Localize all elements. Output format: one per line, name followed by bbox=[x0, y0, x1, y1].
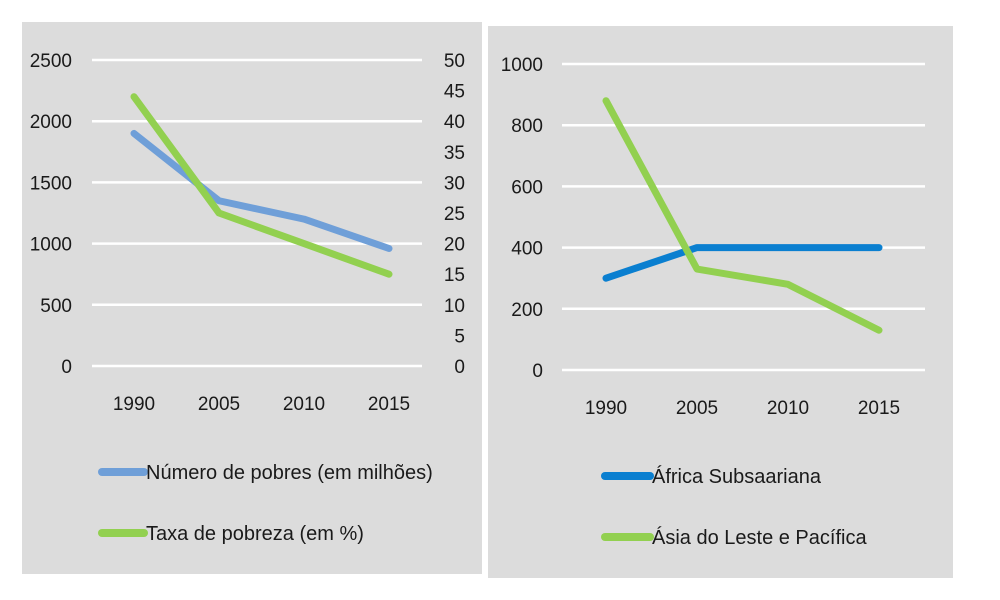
left-chart-y-tick-label: 0 bbox=[61, 357, 72, 378]
left-chart-x-tick-label: 2015 bbox=[368, 394, 410, 415]
left-chart-x-tick-label: 2010 bbox=[283, 394, 325, 415]
right-chart-panel bbox=[488, 26, 953, 578]
right-chart-x-tick-label: 2010 bbox=[767, 398, 809, 419]
left-chart-y-tick-label: 1500 bbox=[30, 173, 72, 194]
left-chart-y-tick-label: 2500 bbox=[30, 51, 72, 72]
left-chart-y2-tick-label: 5 bbox=[454, 326, 465, 347]
left-chart-series-line-2 bbox=[130, 93, 393, 278]
left-chart-series-line-1 bbox=[130, 129, 393, 252]
right-chart-x-tick-label: 2005 bbox=[676, 398, 718, 419]
left-chart-y2-tick-label: 40 bbox=[444, 112, 465, 133]
left-chart-x-tick-label: 1990 bbox=[113, 394, 155, 415]
right-chart-series-line-1 bbox=[602, 244, 883, 282]
left-chart-y-tick-label: 500 bbox=[40, 296, 72, 317]
left-chart-y2-tick-label: 0 bbox=[454, 357, 465, 378]
left-chart-y2-tick-label: 15 bbox=[444, 265, 465, 286]
right-chart-y-tick-label: 1000 bbox=[501, 55, 543, 76]
left-chart-x-tick-label: 2005 bbox=[198, 394, 240, 415]
left-chart-legend-label-1: Número de pobres (em milhões) bbox=[146, 462, 433, 484]
right-chart-x-tick-label: 2015 bbox=[858, 398, 900, 419]
right-chart-y-tick-label: 200 bbox=[511, 300, 543, 321]
left-chart-y2-tick-label: 50 bbox=[444, 51, 465, 72]
left-chart-y2-tick-label: 30 bbox=[444, 173, 465, 194]
right-chart-series-line-2 bbox=[602, 97, 883, 334]
right-chart-y-tick-label: 800 bbox=[511, 116, 543, 137]
right-chart-x-tick-label: 1990 bbox=[585, 398, 627, 419]
left-chart-panel bbox=[22, 22, 482, 574]
right-chart-legend-label-2: Ásia do Leste e Pacífica bbox=[652, 526, 867, 549]
right-chart-legend-label-1: África Subsaariana bbox=[652, 465, 822, 488]
left-chart-y2-tick-label: 45 bbox=[444, 82, 465, 103]
right-chart-y-tick-label: 0 bbox=[532, 361, 543, 382]
left-chart-y-tick-label: 2000 bbox=[30, 112, 72, 133]
right-chart-y-tick-label: 400 bbox=[511, 239, 543, 260]
left-chart-y2-tick-label: 25 bbox=[444, 204, 465, 225]
left-chart-y-tick-label: 1000 bbox=[30, 235, 72, 256]
left-chart-y2-tick-label: 35 bbox=[444, 143, 465, 164]
left-chart-y2-tick-label: 20 bbox=[444, 235, 465, 256]
left-chart-y2-tick-label: 10 bbox=[444, 296, 465, 317]
right-chart-y-tick-label: 600 bbox=[511, 177, 543, 198]
left-chart-legend-label-2: Taxa de pobreza (em %) bbox=[146, 523, 364, 545]
